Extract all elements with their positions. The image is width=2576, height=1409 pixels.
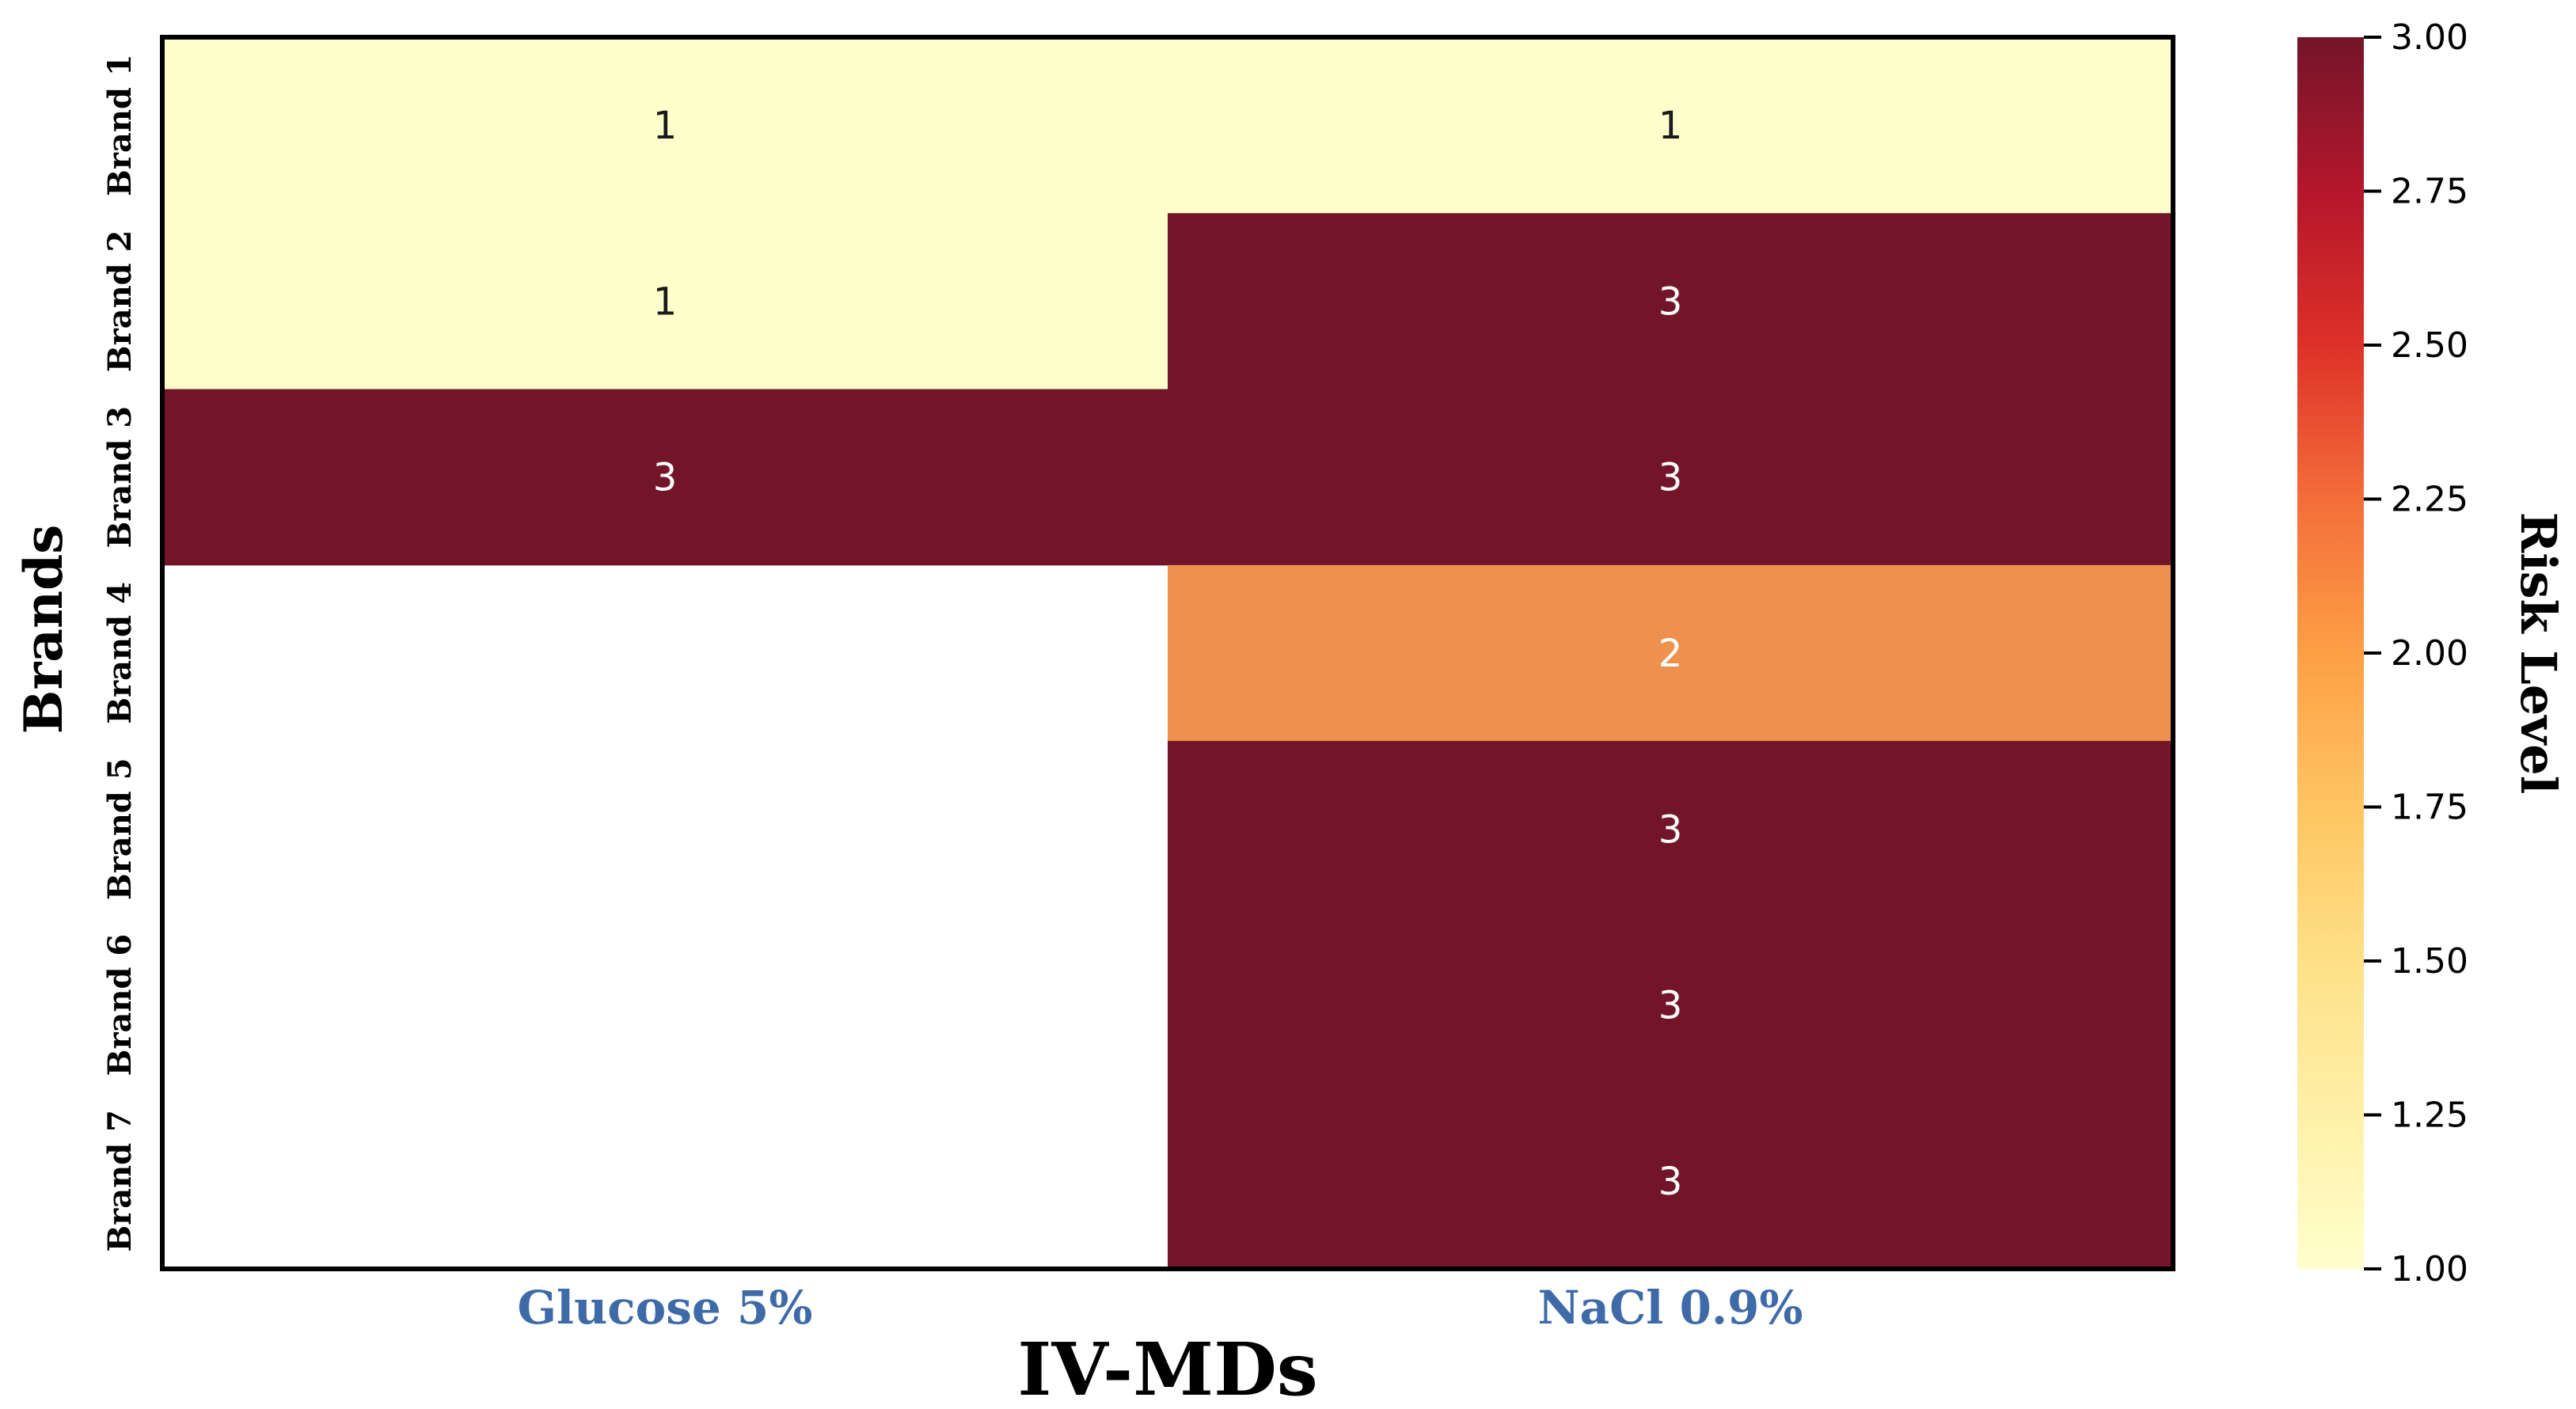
heatmap-cell xyxy=(1168,213,2174,390)
heatmap-cell xyxy=(1168,37,2174,214)
heatmap-cell xyxy=(162,213,1168,390)
colorbar-tick-label: 2.50 xyxy=(2391,325,2468,366)
colorbar-tick-label: 2.00 xyxy=(2391,633,2468,674)
y-tick-label: Brand 5 xyxy=(101,758,139,900)
colorbar-label: Risk Level xyxy=(2510,512,2567,795)
heatmap-cell xyxy=(1168,389,2174,566)
colorbar-tick-label: 2.25 xyxy=(2391,480,2468,520)
colorbar-tick-label: 1.75 xyxy=(2391,788,2468,828)
cell-value-label: 3 xyxy=(1658,456,1683,500)
colorbar-tick-label: 1.00 xyxy=(2391,1249,2468,1289)
y-tick-labels: Brand 1 Brand 2 Brand 3 Brand 4 Brand 5 Brand… xyxy=(101,54,139,1251)
heatmap-cell xyxy=(1168,564,2174,742)
cell-value-label: 3 xyxy=(1658,279,1683,324)
heatmap-cell xyxy=(1168,741,2174,917)
cell-value-label: 1 xyxy=(1658,104,1683,148)
heatmap-cells xyxy=(162,37,2174,1270)
heatmap-cell xyxy=(162,389,1168,566)
cell-value-label: 1 xyxy=(653,279,678,324)
cell-value-label: 1 xyxy=(653,104,678,148)
y-axis-title: Brands xyxy=(13,525,74,735)
y-tick-label: Brand 1 xyxy=(101,54,139,196)
cell-value-label: 3 xyxy=(1658,807,1683,852)
colorbar-tick-label: 1.50 xyxy=(2391,941,2468,982)
x-tick-label: NaCl 0.9% xyxy=(1537,1281,1803,1335)
y-tick-label: Brand 6 xyxy=(101,934,139,1077)
cell-value-label: 3 xyxy=(1658,984,1683,1028)
colorbar-tick-label: 3.00 xyxy=(2391,17,2468,58)
y-tick-label: Brand 4 xyxy=(101,582,139,724)
heatmap-cell xyxy=(1168,917,2174,1094)
x-tick-labels: Glucose 5% NaCl 0.9% xyxy=(518,1281,1803,1335)
colorbar-ticks: 1.00 1.25 1.50 1.75 2.00 2.25 2.50 2.75 3.00 xyxy=(2364,17,2468,1289)
y-tick-label: Brand 3 xyxy=(101,406,139,549)
plot-frame xyxy=(160,35,2175,1271)
cell-value-label: 3 xyxy=(653,456,678,500)
heatmap-cell xyxy=(1168,1092,2174,1270)
colorbar-tick-label: 1.25 xyxy=(2391,1096,2468,1136)
x-axis-title: IV-MDs xyxy=(1017,1327,1317,1409)
heatmap-cell xyxy=(162,37,1168,214)
y-tick-label: Brand 7 xyxy=(101,1110,139,1252)
x-tick-label: Glucose 5% xyxy=(518,1281,813,1335)
colorbar xyxy=(2297,37,2364,1269)
cell-value-label: 2 xyxy=(1658,632,1683,676)
cell-value-label: 3 xyxy=(1658,1160,1683,1204)
cell-annotations: 1 1 1 3 3 3 2 3 3 3 xyxy=(653,104,1683,1204)
y-tick-label: Brand 2 xyxy=(101,230,139,373)
colorbar-tick-label: 2.75 xyxy=(2391,172,2468,212)
